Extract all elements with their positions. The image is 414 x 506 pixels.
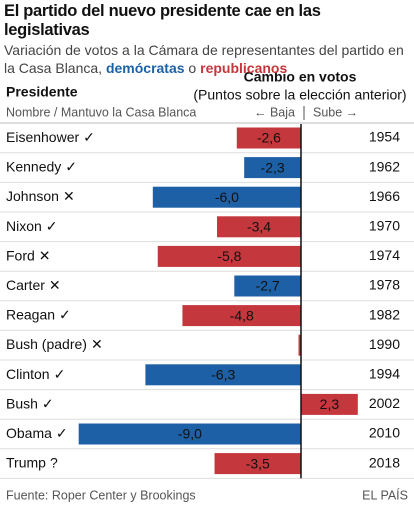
- direction-label: ← Baja: [254, 105, 295, 119]
- bar: [298, 334, 301, 356]
- year-label: 1954: [369, 129, 400, 145]
- category-label: Nixon ✓: [6, 218, 58, 234]
- subtitle-text: o: [184, 59, 201, 76]
- value-label: -2,7: [256, 278, 280, 294]
- category-label: Kennedy ✓: [6, 158, 77, 174]
- president-name: Nixon: [6, 218, 42, 234]
- president-name: Bush: [6, 395, 38, 411]
- year-label: 1990: [369, 336, 400, 352]
- legend-dem: demócratas: [105, 59, 185, 76]
- category-label: Obama ✓: [6, 425, 68, 441]
- bar: [244, 157, 301, 179]
- year-label: 1974: [369, 247, 400, 263]
- year-label: 1978: [369, 277, 400, 293]
- year-label: 1962: [369, 158, 400, 174]
- value-label: -2,6: [257, 130, 281, 146]
- year-label: 2010: [369, 425, 400, 441]
- value-label: -5,8: [217, 248, 241, 264]
- status-mark: ?: [50, 454, 58, 470]
- value-label: -4,8: [230, 307, 254, 323]
- source: Fuente: Roper Center y Brookings: [6, 488, 196, 502]
- category-label: Reagan ✓: [6, 306, 71, 322]
- category-label: Bush ✓: [6, 395, 54, 411]
- value-label: -3,5: [246, 455, 270, 471]
- president-name: Bush (padre): [6, 336, 87, 352]
- value-label: -3,4: [247, 219, 271, 235]
- year-label: 2002: [369, 395, 400, 411]
- category-label: Carter ✕: [6, 277, 61, 293]
- bar: [217, 216, 301, 238]
- bar: [145, 364, 301, 386]
- status-mark: ✓: [83, 129, 95, 145]
- value-label: -6,0: [215, 189, 239, 205]
- direction-label: Sube →: [313, 105, 358, 119]
- president-name: Carter: [6, 277, 45, 293]
- status-mark: ✕: [91, 336, 103, 352]
- status-mark: ✓: [59, 306, 71, 322]
- header: El partido del nuevo presidente cae en l…: [4, 2, 410, 77]
- president-name: Trump: [6, 454, 46, 470]
- year-label: 1966: [369, 188, 400, 204]
- category-label: Bush (padre) ✕: [6, 336, 103, 352]
- legend-rep: republicanos: [200, 59, 288, 76]
- president-name: Clinton: [6, 366, 50, 382]
- president-name: Eisenhower: [6, 129, 79, 145]
- status-mark: ✓: [56, 425, 68, 441]
- president-name: Obama: [6, 425, 52, 441]
- category-label: Eisenhower ✓: [6, 129, 95, 145]
- year-label: 1970: [369, 218, 400, 234]
- category-label: Clinton ✓: [6, 366, 65, 382]
- status-mark: ✕: [39, 247, 51, 263]
- status-mark: ✕: [49, 277, 61, 293]
- brand: EL PAÍS: [362, 487, 408, 502]
- value-label: -6,3: [211, 367, 235, 383]
- bar: [182, 305, 301, 327]
- status-mark: ✓: [42, 395, 54, 411]
- subtitle: Variación de votos a la Cámara de repres…: [4, 42, 410, 77]
- year-label: 1982: [369, 306, 400, 322]
- bar: [78, 423, 301, 445]
- value-label: -9,0: [178, 426, 202, 442]
- bar: [157, 245, 301, 267]
- status-mark: ✓: [65, 158, 77, 174]
- status-mark: ✓: [46, 218, 58, 234]
- col-subheader: Nombre / Mantuvo la Casa Blanca: [6, 105, 196, 119]
- bar: [214, 453, 301, 475]
- col-subheader: (Puntos sobre la elección anterior): [193, 87, 406, 103]
- value-label: 2,3: [320, 396, 340, 412]
- col-header: Cambio en votos: [244, 69, 357, 85]
- president-name: Johnson: [6, 188, 59, 204]
- bar: [234, 275, 301, 297]
- subtitle-text: Variación de votos a la Cámara de repres…: [4, 42, 404, 76]
- year-label: 2018: [369, 454, 400, 470]
- chart-title: El partido del nuevo presidente cae en l…: [4, 2, 321, 39]
- value-label: -2,3: [261, 159, 285, 175]
- bar: [236, 127, 301, 149]
- category-label: Ford ✕: [6, 247, 51, 263]
- bar: [301, 393, 358, 415]
- category-label: Trump?: [6, 454, 58, 470]
- president-name: Kennedy: [6, 158, 61, 174]
- bar: [152, 186, 301, 208]
- col-header: Presidente: [6, 84, 78, 100]
- status-mark: ✓: [54, 366, 66, 382]
- status-mark: ✕: [63, 188, 75, 204]
- president-name: Reagan: [6, 306, 55, 322]
- year-label: 1994: [369, 366, 400, 382]
- president-name: Ford: [6, 247, 35, 263]
- category-label: Johnson ✕: [6, 188, 75, 204]
